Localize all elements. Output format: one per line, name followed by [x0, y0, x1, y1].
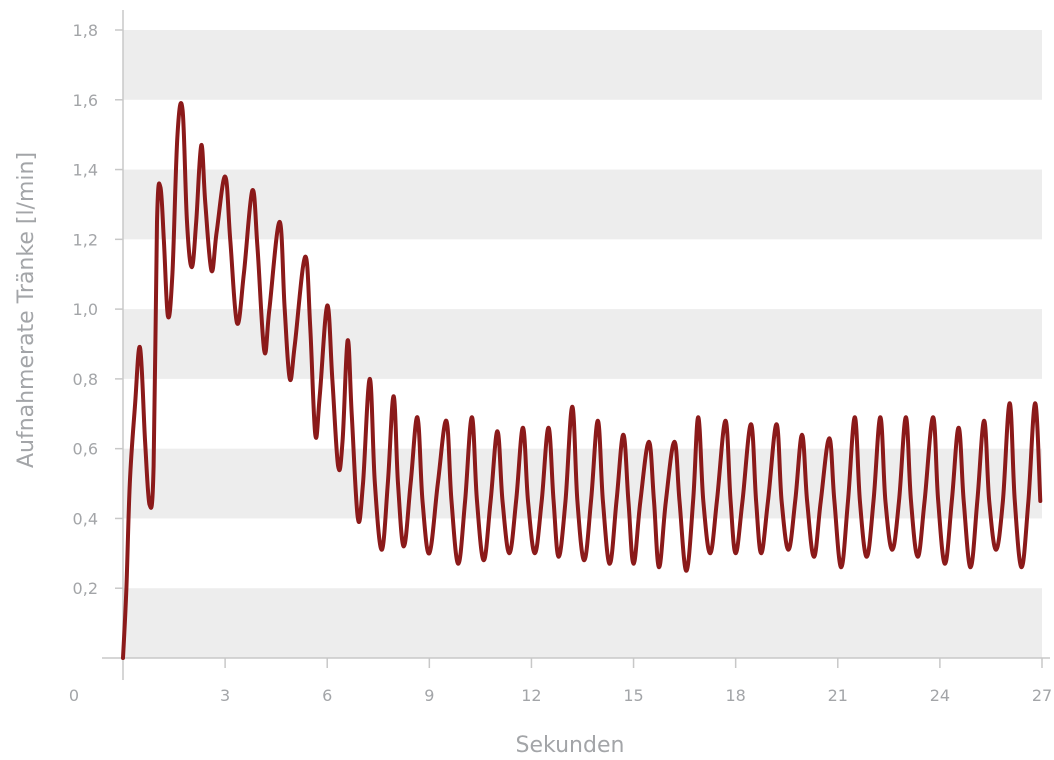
- y-tick-label: 1,8: [73, 21, 98, 40]
- y-tick-label: 0,2: [73, 579, 98, 598]
- y-axis-title: Aufnahmerate Tränke [l/min]: [14, 152, 39, 468]
- x-tick-label: 24: [930, 686, 950, 705]
- y-tick-label: 0,8: [73, 370, 98, 389]
- series-line: [121, 101, 1043, 660]
- y-tick-label: 0,4: [73, 509, 98, 528]
- series-layer: [121, 101, 1043, 660]
- background-band: [123, 169, 1042, 240]
- x-tick-label: 15: [623, 686, 643, 705]
- background-band: [123, 30, 1042, 100]
- x-tick-label: 3: [220, 686, 230, 705]
- x-tick-label: 18: [725, 686, 745, 705]
- background-band: [123, 448, 1042, 519]
- y-axis-ticks: 0,2 0,4 0,6 0,8 1,0 1,2 1,4 1,6 1,8: [73, 21, 123, 598]
- x-tick-label: 6: [322, 686, 332, 705]
- x-tick-label: 12: [521, 686, 541, 705]
- axes: [102, 10, 1050, 680]
- x-axis-ticks: 0 3 6 9 12 15 18 21 24 27: [69, 658, 1052, 705]
- y-tick-label: 1,2: [73, 230, 98, 249]
- y-tick-label: 0,6: [73, 440, 98, 459]
- y-tick-label: 1,4: [73, 161, 98, 180]
- y-tick-label: 1,0: [73, 300, 98, 319]
- x-tick-label: 0: [69, 686, 79, 705]
- x-tick-label: 27: [1032, 686, 1052, 705]
- x-axis-title: Sekunden: [516, 733, 625, 758]
- background-bands: [123, 30, 1042, 658]
- x-tick-label: 9: [424, 686, 434, 705]
- background-band: [123, 309, 1042, 379]
- y-tick-label: 1,6: [73, 91, 98, 110]
- background-band: [123, 588, 1042, 658]
- x-tick-label: 21: [828, 686, 848, 705]
